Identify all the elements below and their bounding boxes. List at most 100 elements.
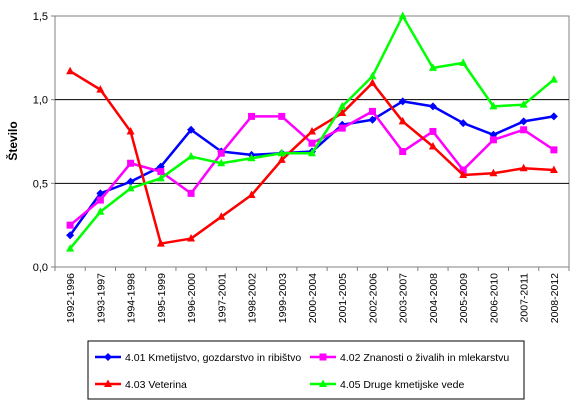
data-point [66, 66, 75, 75]
legend-label: 4.03 Veterina [125, 379, 187, 391]
data-point [157, 168, 165, 176]
y-tick-label: 0,5 [33, 178, 48, 190]
data-point [66, 221, 74, 229]
x-tick-label: 1999-2003 [277, 273, 289, 323]
data-point [66, 244, 75, 252]
legend-item: 4.01 Kmetijstvo, gozdarstvo in ribištvo [95, 352, 301, 364]
data-point [519, 117, 528, 126]
legend-swatch-marker [319, 353, 327, 361]
data-point [248, 112, 256, 120]
data-point [428, 102, 437, 111]
data-point [66, 231, 75, 240]
legend: 4.01 Kmetijstvo, gozdarstvo in ribištvo 4… [95, 352, 509, 391]
data-point [96, 189, 105, 198]
data-point [429, 127, 437, 135]
data-point [277, 148, 286, 157]
gridlines [55, 99, 569, 184]
data-point [126, 183, 135, 192]
x-tick-label: 2004-2008 [428, 273, 440, 323]
data-point [217, 149, 225, 157]
data-point [96, 207, 105, 215]
y-tick-label: 0,0 [33, 262, 48, 274]
x-tick-label: 1997-2001 [216, 273, 228, 323]
data-point [399, 148, 407, 156]
data-point [489, 168, 498, 177]
data-point [278, 112, 286, 120]
data-point [550, 146, 558, 154]
data-point [247, 190, 256, 199]
data-point [428, 63, 437, 71]
data-point [520, 126, 528, 134]
data-point [187, 189, 195, 197]
legend-swatch-marker [104, 353, 112, 361]
data-point [338, 108, 347, 117]
x-tick-label: 1992-1996 [65, 273, 77, 323]
data-point [459, 119, 468, 128]
legend-label: 4.02 Znanosti o živalih in mlekarstvu [340, 352, 509, 364]
x-tick-label: 2000-2004 [307, 273, 319, 323]
data-point [156, 173, 165, 182]
data-point [308, 148, 316, 157]
series-group [66, 11, 558, 252]
data-point [96, 196, 104, 204]
data-point [338, 101, 347, 110]
data-point [459, 58, 468, 66]
x-tick-label: 1993-1997 [95, 273, 107, 323]
legend-label: 4.01 Kmetijstvo, gozdarstvo in ribištvo [125, 352, 301, 364]
data-point [368, 115, 377, 124]
data-point [247, 153, 256, 162]
data-point [398, 116, 407, 125]
y-axis-label: Število [5, 121, 20, 160]
data-point [126, 126, 135, 135]
series-2 [66, 107, 558, 229]
legend-box [87, 340, 525, 400]
x-tick-label: 1996-2000 [186, 273, 198, 323]
y-tick-label: 1,0 [33, 95, 48, 107]
data-point [127, 159, 135, 167]
data-point [187, 152, 196, 160]
data-point [428, 142, 437, 150]
legend-item: 4.02 Znanosti o živalih in mlekarstvu [310, 352, 509, 364]
data-point [549, 165, 558, 173]
data-point [308, 126, 316, 135]
data-point [398, 11, 407, 19]
data-point [549, 75, 558, 83]
data-point [96, 85, 105, 93]
data-point [308, 139, 316, 147]
series-4 [66, 11, 558, 252]
legend-swatch-marker [319, 379, 327, 387]
x-tick-label: 2002-2006 [367, 273, 379, 323]
data-point [489, 101, 498, 110]
legend-item: 4.05 Druge kmetijske vede [310, 379, 464, 391]
data-point [368, 78, 377, 86]
x-tick-label: 2006-2010 [488, 273, 500, 323]
x-axis-ticks: 1992-1996 1993-1997 1994-1998 1995-1999 1996… [54, 267, 570, 323]
legend-item: 4.03 Veterina [95, 379, 187, 391]
data-point [459, 170, 468, 178]
data-point [156, 239, 165, 247]
data-point [519, 100, 528, 108]
x-tick-label: 2001-2005 [337, 273, 349, 323]
x-tick-label: 1998-2002 [247, 273, 259, 323]
data-point [217, 158, 226, 167]
legend-label: 4.05 Druge kmetijske vede [340, 379, 464, 391]
x-tick-label: 1994-1998 [126, 273, 138, 323]
data-point [489, 136, 497, 144]
data-point [217, 212, 226, 220]
x-tick-label: 2005-2009 [458, 273, 470, 323]
data-point [398, 97, 407, 106]
data-point [368, 71, 377, 80]
data-point [187, 234, 196, 242]
x-tick-label: 2007-2011 [519, 273, 531, 323]
data-point [519, 163, 528, 172]
x-tick-label: 2003-2007 [398, 273, 410, 323]
data-point [277, 155, 286, 163]
x-tick-label: 2008-2012 [549, 273, 561, 323]
data-point [368, 107, 376, 115]
legend-swatch-marker [104, 379, 112, 387]
data-point [126, 177, 135, 186]
data-point [338, 124, 346, 132]
data-point [459, 166, 467, 174]
y-axis-ticks: 0,0 0,5 1,0 1,5 [33, 11, 55, 274]
